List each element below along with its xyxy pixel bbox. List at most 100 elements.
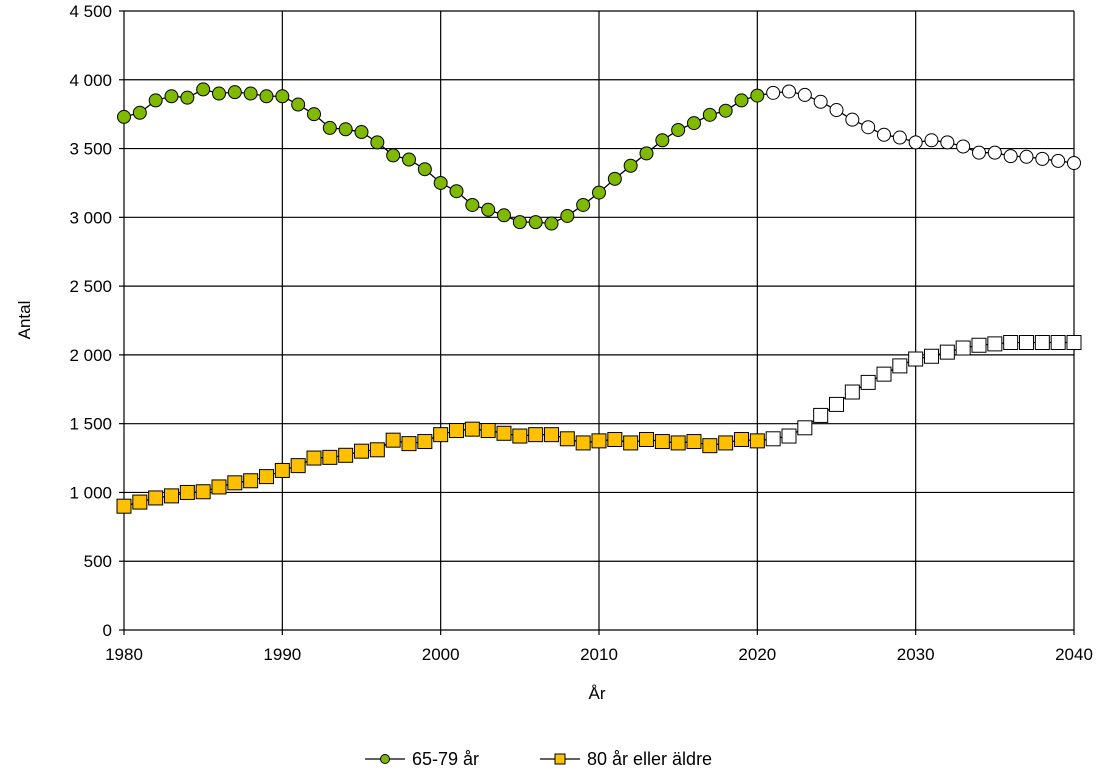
legend-marker-circle (380, 754, 390, 764)
x-tick-label: 2020 (738, 645, 776, 664)
data-point (829, 103, 844, 118)
data-point (402, 152, 416, 167)
data-point (433, 427, 449, 443)
data-point (385, 432, 401, 448)
data-point (243, 86, 258, 101)
data-point (829, 396, 844, 412)
data-point (243, 473, 259, 489)
data-point (449, 423, 464, 439)
data-point (623, 158, 638, 173)
data-point (702, 107, 717, 122)
data-point (892, 358, 908, 374)
data-point (322, 449, 338, 465)
data-point (987, 336, 1003, 352)
data-point (354, 443, 369, 459)
data-point (877, 127, 891, 142)
data-point (924, 133, 939, 148)
data-point (1051, 153, 1066, 168)
data-point (844, 384, 860, 400)
y-tick-label: 0 (103, 621, 112, 640)
data-point (417, 434, 433, 450)
data-point (481, 202, 496, 217)
data-point (528, 427, 544, 443)
data-point (876, 366, 892, 382)
data-point (670, 435, 686, 451)
x-tick-label: 1980 (105, 645, 143, 664)
data-point (164, 89, 179, 104)
data-point (861, 120, 876, 135)
legend-item-80-plus: 80 år eller äldre (540, 749, 712, 769)
data-point (148, 93, 163, 108)
data-point (132, 494, 148, 510)
data-point (908, 135, 923, 150)
data-point (860, 374, 876, 390)
data-point (307, 107, 321, 122)
y-tick-label: 1 000 (69, 483, 112, 502)
x-tick-label: 2000 (422, 645, 460, 664)
data-point (369, 442, 385, 458)
data-point (987, 145, 1002, 160)
legend-label-65-79: 65-79 år (412, 749, 479, 769)
data-point (813, 94, 828, 109)
data-point (195, 484, 211, 500)
data-point (639, 146, 654, 161)
data-point (1050, 335, 1066, 351)
data-point (291, 97, 306, 112)
data-point (401, 436, 417, 452)
data-point (116, 498, 132, 514)
data-point (971, 337, 987, 353)
data-point (750, 88, 765, 103)
data-point (718, 103, 733, 118)
legend-marker-square (554, 753, 566, 765)
data-point (607, 171, 622, 186)
y-tick-label: 3 500 (69, 140, 112, 159)
data-point (939, 344, 955, 360)
x-axis-title: År (589, 684, 606, 703)
x-tick-label: 2040 (1055, 645, 1093, 664)
data-point (274, 462, 290, 478)
y-tick-label: 500 (84, 552, 112, 571)
data-point (687, 116, 701, 131)
data-point (386, 148, 401, 163)
data-point (1066, 335, 1082, 351)
x-tick-label: 2030 (897, 645, 935, 664)
data-point (354, 125, 369, 140)
data-point (1003, 335, 1019, 351)
data-point (575, 435, 591, 451)
data-point (544, 216, 559, 231)
series-2 (116, 335, 1082, 514)
data-point (591, 433, 607, 449)
data-point (227, 85, 242, 100)
y-tick-label: 1 500 (69, 415, 112, 434)
data-point (212, 86, 226, 101)
data-point (654, 434, 670, 450)
data-point (179, 484, 195, 500)
data-point (797, 87, 812, 102)
data-point (180, 90, 195, 105)
x-axis-ticks: 1980 1990 2000 2010 2020 2030 2040 (105, 645, 1093, 664)
data-point (338, 122, 353, 137)
x-tick-label: 1990 (263, 645, 301, 664)
data-point (592, 185, 606, 200)
data-point (702, 438, 718, 454)
series-1 (117, 82, 1081, 231)
data-point (164, 488, 179, 504)
data-point (196, 82, 211, 97)
data-point (1035, 151, 1050, 166)
data-point (607, 431, 623, 447)
data-point (227, 475, 243, 491)
data-point (576, 197, 591, 212)
data-point (813, 407, 829, 423)
data-point (528, 215, 543, 230)
data-point (734, 93, 749, 108)
data-point (1003, 149, 1018, 164)
data-point (686, 434, 702, 450)
legend-label-80-plus: 80 år eller äldre (587, 749, 712, 769)
y-axis-title: Antal (15, 301, 34, 340)
data-point (306, 450, 322, 466)
data-point (955, 340, 971, 356)
data-point (480, 423, 496, 439)
data-point (1019, 335, 1034, 351)
